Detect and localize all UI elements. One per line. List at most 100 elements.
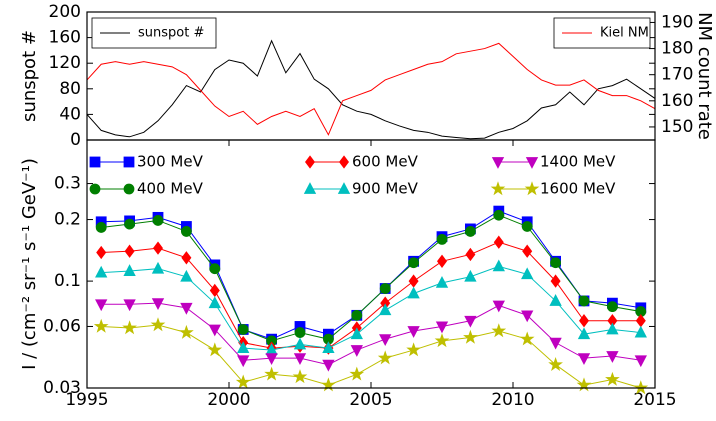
marker [493,235,504,249]
marker [89,156,101,168]
marker [350,345,363,357]
legend-label: 300 MeV [137,153,204,171]
marker [322,341,335,354]
series-line [86,39,656,140]
y-tick-label: 0.3 [54,174,81,194]
marker [305,155,315,169]
marker [237,355,250,368]
marker [550,257,561,269]
y2-tick-label: 160 [661,91,693,111]
marker [435,321,449,334]
marker [303,182,317,194]
marker [208,296,221,309]
series-line [86,42,656,136]
marker [337,182,351,194]
marker [491,323,507,338]
y-tick-label: 120 [49,53,81,73]
y2-tick-label: 150 [661,117,693,137]
marker [180,302,193,315]
x-tick-label: 2000 [207,390,250,410]
marker [235,374,251,389]
y2-tick-label: 170 [661,65,693,85]
marker [519,331,535,346]
y-tick-label: 200 [49,2,81,22]
marker [524,181,540,196]
marker [436,233,448,245]
marker [93,318,109,333]
marker [408,257,420,269]
marker [124,244,135,258]
y-tick-label: 0.03 [43,378,81,398]
marker [95,265,108,278]
marker [493,209,505,221]
x-tick-label: 1995 [65,390,108,410]
marker [124,218,136,230]
marker [209,263,221,275]
marker [463,329,478,344]
marker [293,337,307,350]
marker [152,215,164,226]
marker [578,295,590,307]
x-tick-label: 2010 [491,390,534,410]
marker [464,226,476,237]
marker [521,267,534,280]
marker [123,183,135,195]
marker [95,222,107,233]
marker [95,299,108,312]
marker [521,221,533,232]
marker [151,261,165,274]
marker [605,371,620,386]
marker [579,314,589,328]
marker [633,380,649,395]
marker [490,181,506,196]
legend-label: 900 MeV [352,180,419,198]
series-line [101,214,641,342]
marker [349,366,365,381]
marker [521,310,534,323]
marker [407,286,420,299]
marker [123,156,135,168]
marker [549,294,562,306]
marker [237,341,250,354]
marker [339,155,349,169]
marker [406,342,421,357]
marker [322,359,335,372]
marker [607,301,618,313]
legend-label: 600 MeV [352,153,419,171]
marker [96,245,107,260]
y-tick-label: 0.06 [43,316,81,336]
marker [550,274,561,288]
marker [491,157,505,169]
marker [525,157,539,169]
marker [606,322,619,335]
marker [123,299,136,312]
marker [577,327,591,340]
y-axis-label: sunspot # [19,30,40,122]
marker [180,269,193,282]
marker [549,337,562,350]
marker [294,327,306,338]
marker [435,276,449,288]
legend-label: 1400 MeV [540,153,616,171]
marker [377,350,393,365]
marker [465,247,476,262]
marker [292,369,308,384]
marker [179,324,194,339]
marker [379,334,392,347]
plot-frame [86,139,656,389]
marker [237,324,249,335]
marker [181,251,192,265]
legend-label: 400 MeV [137,180,204,198]
marker [265,353,278,365]
marker [264,366,279,381]
marker [434,333,450,348]
marker [634,355,647,368]
legend-label: 1600 MeV [540,180,616,198]
y-axis-label: I / (cm⁻² sr⁻¹ s⁻¹ GeV⁻¹) [19,158,40,370]
marker [548,356,563,371]
y-tick-label: 0.2 [54,210,81,230]
y-tick-label: 0.1 [54,271,81,291]
legend-box [553,17,651,49]
y-tick-label: 40 [59,104,81,124]
